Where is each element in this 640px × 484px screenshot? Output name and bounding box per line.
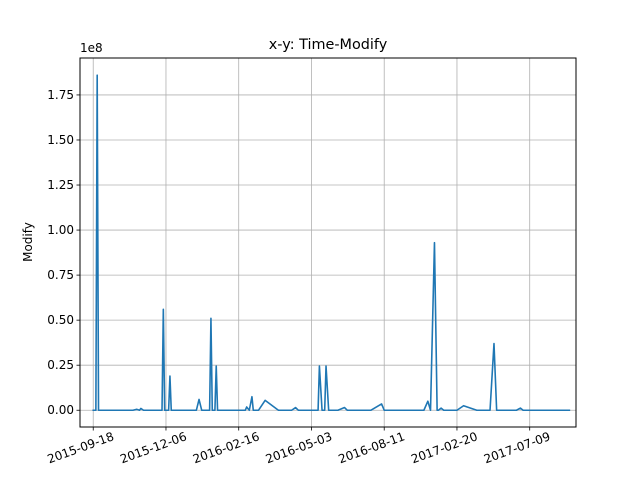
series-group (92, 74, 571, 412)
y-tick-label: 1.75 (47, 88, 74, 102)
y-tick-label: 0.25 (47, 358, 74, 372)
y-axis-label: Modify (21, 222, 35, 262)
plot-frame (79, 57, 577, 428)
modify-series-line (92, 74, 571, 412)
y-tick-label: 0.00 (47, 403, 74, 417)
plot-area (80, 58, 576, 427)
y-tick-label: 1.25 (47, 178, 74, 192)
y-tick-label: 1.00 (47, 223, 74, 237)
y-offset-label: 1e8 (80, 41, 103, 55)
y-tick-label: 0.50 (47, 313, 74, 327)
chart-title: x-y: Time-Modify (269, 37, 388, 53)
y-tick-label: 1.50 (47, 133, 74, 147)
y-tick-label: 0.75 (47, 268, 74, 282)
